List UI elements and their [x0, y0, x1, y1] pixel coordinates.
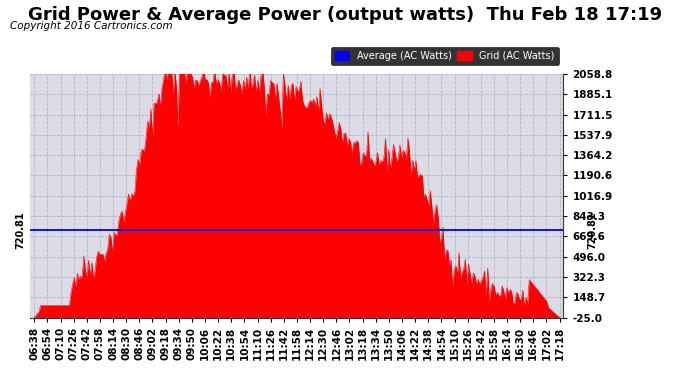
Text: 720.81: 720.81 — [587, 211, 598, 249]
Text: 720.81: 720.81 — [15, 211, 25, 249]
Legend: Average (AC Watts), Grid (AC Watts): Average (AC Watts), Grid (AC Watts) — [331, 47, 559, 65]
Text: Grid Power & Average Power (output watts)  Thu Feb 18 17:19: Grid Power & Average Power (output watts… — [28, 6, 662, 24]
Text: Copyright 2016 Cartronics.com: Copyright 2016 Cartronics.com — [10, 21, 173, 31]
